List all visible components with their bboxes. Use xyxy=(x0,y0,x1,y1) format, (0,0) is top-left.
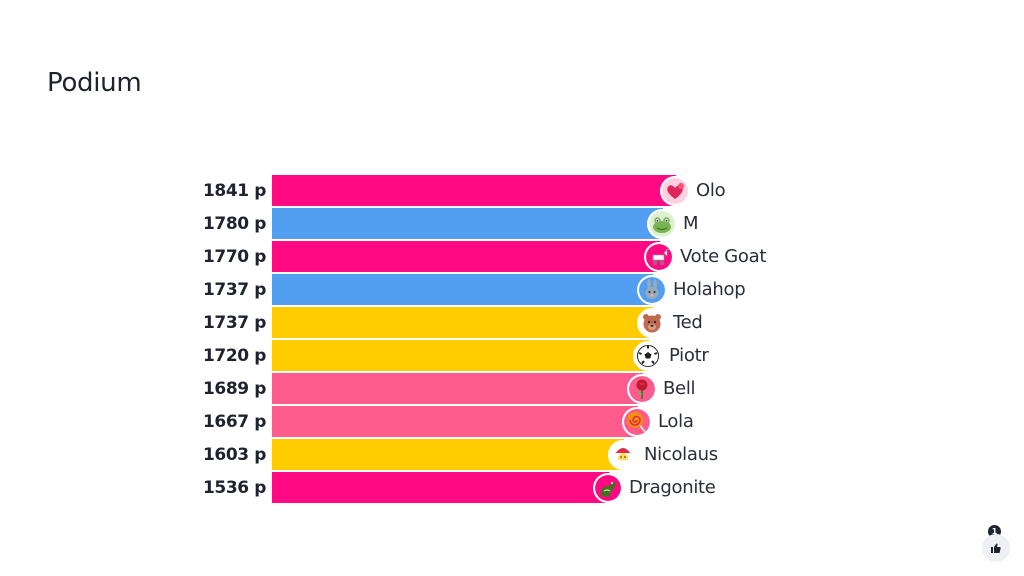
player-name: Olo xyxy=(696,180,726,201)
leaderboard-row: 1770 p Vote Goat xyxy=(0,241,1024,273)
leaderboard-row: 1737 p Holahop xyxy=(0,274,1024,306)
score-label: 1770 p xyxy=(202,247,266,267)
page-title: Podium xyxy=(47,68,142,98)
score-label: 1667 p xyxy=(202,412,266,432)
score-bar xyxy=(272,439,624,470)
heart-icon xyxy=(660,176,690,206)
leaderboard-row: 1780 p M xyxy=(0,208,1024,240)
leaderboard-row: 1603 p Nicolaus xyxy=(0,439,1024,471)
score-bar xyxy=(272,175,676,206)
leaderboard-row: 1689 p Bell xyxy=(0,373,1024,405)
player-name: Ted xyxy=(673,312,703,333)
player-name: M xyxy=(683,213,699,234)
score-label: 1737 p xyxy=(202,313,266,333)
soccer-ball-icon xyxy=(633,341,663,371)
player-name: Nicolaus xyxy=(644,444,718,465)
score-label: 1689 p xyxy=(202,379,266,399)
player-name: Bell xyxy=(663,378,696,399)
lollipop-icon xyxy=(622,407,652,437)
santa-icon xyxy=(608,440,638,470)
score-label: 1536 p xyxy=(202,478,266,498)
score-label: 1841 p xyxy=(202,181,266,201)
score-label: 1737 p xyxy=(202,280,266,300)
score-bar xyxy=(272,274,653,305)
score-bar xyxy=(272,340,649,371)
score-bar xyxy=(272,208,663,239)
leaderboard-row: 1720 p Piotr xyxy=(0,340,1024,372)
player-name: Vote Goat xyxy=(680,246,767,267)
reactions-button[interactable] xyxy=(982,534,1010,562)
score-label: 1603 p xyxy=(202,445,266,465)
player-name: Piotr xyxy=(669,345,709,366)
player-name: Lola xyxy=(658,411,694,432)
score-bar xyxy=(272,472,609,503)
leaderboard-row: 1841 p Olo xyxy=(0,175,1024,207)
score-label: 1720 p xyxy=(202,346,266,366)
leaderboard-row: 1536 p Dragonite xyxy=(0,472,1024,504)
score-bar xyxy=(272,373,643,404)
thumbs-up-icon xyxy=(990,539,1002,558)
frog-icon xyxy=(647,209,677,239)
rose-icon xyxy=(627,374,657,404)
leaderboard-row: 1737 p Ted xyxy=(0,307,1024,339)
rabbit-icon xyxy=(637,275,667,305)
score-bar xyxy=(272,241,660,272)
bear-icon xyxy=(637,308,667,338)
player-name: Dragonite xyxy=(629,477,716,498)
score-bar xyxy=(272,307,653,338)
player-name: Holahop xyxy=(673,279,746,300)
leaderboard-row: 1667 p Lola xyxy=(0,406,1024,438)
goat-icon xyxy=(644,242,674,272)
score-bar xyxy=(272,406,638,437)
score-label: 1780 p xyxy=(202,214,266,234)
dragon-icon xyxy=(593,473,623,503)
